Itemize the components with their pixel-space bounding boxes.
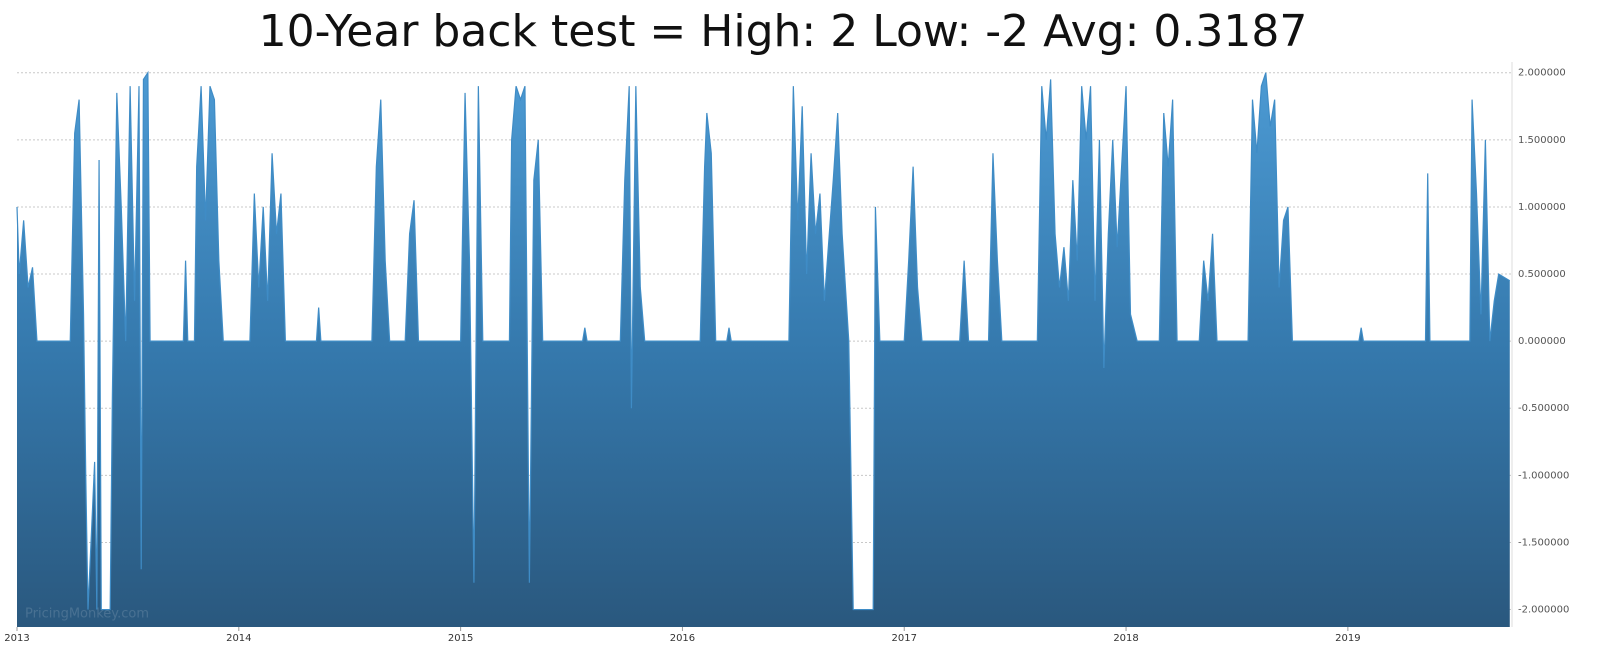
- x-tick-label: 2017: [892, 633, 917, 644]
- x-tick-label: 2019: [1335, 633, 1360, 644]
- y-tick-label: -1.000000: [1518, 470, 1569, 481]
- x-tick-label: 2018: [1113, 633, 1138, 644]
- x-tick-label: 2015: [448, 633, 473, 644]
- x-tick-label: 2013: [4, 633, 29, 644]
- line: [16, 70, 1511, 611]
- axes: 2.000000 1.500000 1.000000 0.500000 0.000000…: [4, 62, 1569, 644]
- y-tick-label: 0.500000: [1518, 269, 1566, 280]
- y-tick-label: -0.500000: [1518, 403, 1569, 414]
- watermark: PricingMonkey.com: [25, 607, 149, 622]
- x-tick-label: 2014: [226, 633, 251, 644]
- plot: [16, 70, 1511, 628]
- y-tick-label: 1.500000: [1518, 135, 1566, 146]
- area: [17, 72, 1510, 628]
- y-tick-label: -1.500000: [1518, 537, 1569, 548]
- x-tick-label: 2016: [670, 633, 695, 644]
- y-tick-label: 2.000000: [1518, 68, 1566, 79]
- y-tick-label: 0.000000: [1518, 336, 1566, 347]
- chart-title: 10-Year back test = High: 2 Low: -2 Avg:…: [259, 6, 1308, 57]
- y-tick-label: -2.000000: [1518, 605, 1569, 616]
- y-tick-label: 1.000000: [1518, 202, 1566, 213]
